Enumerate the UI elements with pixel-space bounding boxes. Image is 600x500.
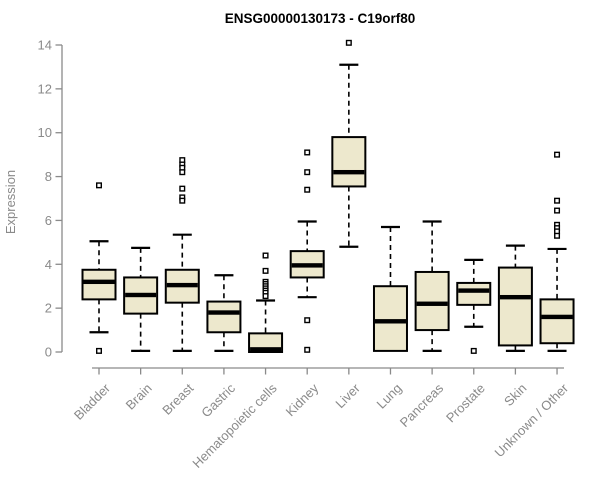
x-tick-label: Skin <box>501 381 529 409</box>
box-group-lung <box>372 225 408 352</box>
outlier-point <box>179 197 186 204</box>
median-line <box>374 319 406 324</box>
y-tick-label: 6 <box>45 213 52 228</box>
outlier-point <box>95 182 102 189</box>
outlier-point <box>554 232 561 239</box>
median-line <box>541 314 573 320</box>
x-tick-label: Brain <box>123 381 155 413</box>
box-group-hematopoietic-cells <box>248 252 284 354</box>
outlier-point <box>304 186 311 193</box>
box-group-skin <box>497 244 533 353</box>
outlier-point <box>179 169 186 176</box>
box-group-gastric <box>206 274 242 353</box>
box-rect <box>456 281 492 306</box>
x-tick-label: Bladder <box>71 380 114 423</box>
x-tick-label: Lung <box>374 381 405 412</box>
x-tick-label: Pancreas <box>397 380 447 430</box>
outlier-point <box>304 169 311 176</box>
outlier-point <box>179 185 186 192</box>
box-group-pancreas <box>414 220 450 353</box>
x-tick-label: Liver <box>332 380 363 411</box>
outlier-point <box>262 267 269 274</box>
median-line <box>83 279 115 285</box>
box-group-brain <box>123 246 159 353</box>
box-rect <box>414 270 450 332</box>
median-line <box>208 310 240 315</box>
y-tick-label: 14 <box>38 38 52 53</box>
box-group-breast <box>164 157 200 353</box>
outlier-point <box>304 346 311 353</box>
outlier-point <box>554 207 561 214</box>
box-rect <box>497 266 533 347</box>
median-line <box>499 294 531 300</box>
chart-title: ENSG00000130173 - C19orf80 <box>225 11 416 26</box>
box-rect <box>372 285 408 352</box>
outlier-point <box>470 347 477 354</box>
median-line <box>333 169 365 175</box>
x-tick-label: Kidney <box>283 380 322 419</box>
outlier-point <box>345 39 352 46</box>
outlier-point <box>554 197 561 204</box>
outlier-point <box>262 293 269 300</box>
outlier-point <box>304 149 311 156</box>
box-group-liver <box>331 39 367 248</box>
y-tick-label: 4 <box>45 257 52 272</box>
y-tick-label: 10 <box>38 125 52 140</box>
x-tick-label: Gastric <box>198 380 238 420</box>
x-tick-label: Breast <box>159 380 196 417</box>
y-tick-label: 12 <box>38 81 52 96</box>
y-tick-label: 2 <box>45 301 52 316</box>
y-axis-label: Expression <box>3 170 18 234</box>
box-rect <box>539 298 575 345</box>
median-line <box>125 292 157 298</box>
median-line <box>458 288 490 293</box>
outlier-point <box>262 252 269 259</box>
median-line <box>166 282 198 288</box>
median-line <box>250 347 282 352</box>
x-tick-label: Unknown / Other <box>492 380 572 460</box>
median-line <box>416 301 448 306</box>
box-group-unknown-other <box>539 151 575 353</box>
median-line <box>291 263 323 268</box>
y-tick-label: 0 <box>45 345 52 360</box>
box-group-bladder <box>81 182 117 354</box>
box-rect <box>331 136 367 188</box>
outlier-point <box>304 317 311 324</box>
box-group-prostate <box>456 258 492 354</box>
box-rect <box>81 268 117 301</box>
box-group-kidney <box>289 149 325 353</box>
box-rect <box>206 300 242 334</box>
outlier-point <box>554 151 561 158</box>
y-tick-label: 8 <box>45 169 52 184</box>
x-tick-label: Prostate <box>443 381 488 426</box>
outlier-point <box>95 347 102 354</box>
